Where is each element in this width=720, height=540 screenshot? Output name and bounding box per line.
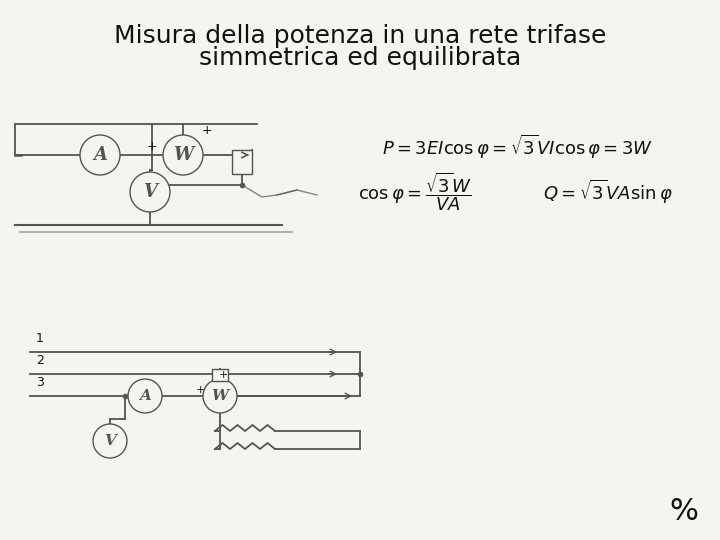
Text: $P = 3EI \cos\varphi = \sqrt{3}VI \cos\varphi = 3W$: $P = 3EI \cos\varphi = \sqrt{3}VI \cos\v…	[382, 133, 654, 161]
Text: Misura della potenza in una rete trifase: Misura della potenza in una rete trifase	[114, 24, 606, 48]
Text: A: A	[139, 389, 151, 403]
Text: $\cos\varphi = \dfrac{\sqrt{3}W}{VA}$: $\cos\varphi = \dfrac{\sqrt{3}W}{VA}$	[358, 171, 472, 213]
Text: +: +	[147, 139, 157, 152]
Text: $\%$: $\%$	[669, 497, 698, 526]
Text: +: +	[195, 385, 204, 395]
Text: 3: 3	[36, 376, 44, 389]
Text: simmetrica ed equilibrata: simmetrica ed equilibrata	[199, 46, 521, 70]
Text: V: V	[104, 434, 116, 448]
Circle shape	[93, 424, 127, 458]
Text: $Q = \sqrt{3}VA \sin\varphi$: $Q = \sqrt{3}VA \sin\varphi$	[543, 178, 672, 206]
Circle shape	[80, 135, 120, 175]
Circle shape	[163, 135, 203, 175]
Bar	[232, 150, 252, 174]
Text: W: W	[212, 389, 228, 403]
Text: +: +	[202, 125, 212, 138]
Text: W: W	[173, 146, 193, 164]
Bar	[212, 369, 228, 381]
Circle shape	[203, 379, 237, 413]
Text: 2: 2	[36, 354, 44, 367]
Text: 1: 1	[36, 332, 44, 345]
Circle shape	[128, 379, 162, 413]
Circle shape	[130, 172, 170, 212]
Text: A: A	[93, 146, 107, 164]
Text: V: V	[143, 183, 157, 201]
Text: +: +	[218, 370, 228, 380]
